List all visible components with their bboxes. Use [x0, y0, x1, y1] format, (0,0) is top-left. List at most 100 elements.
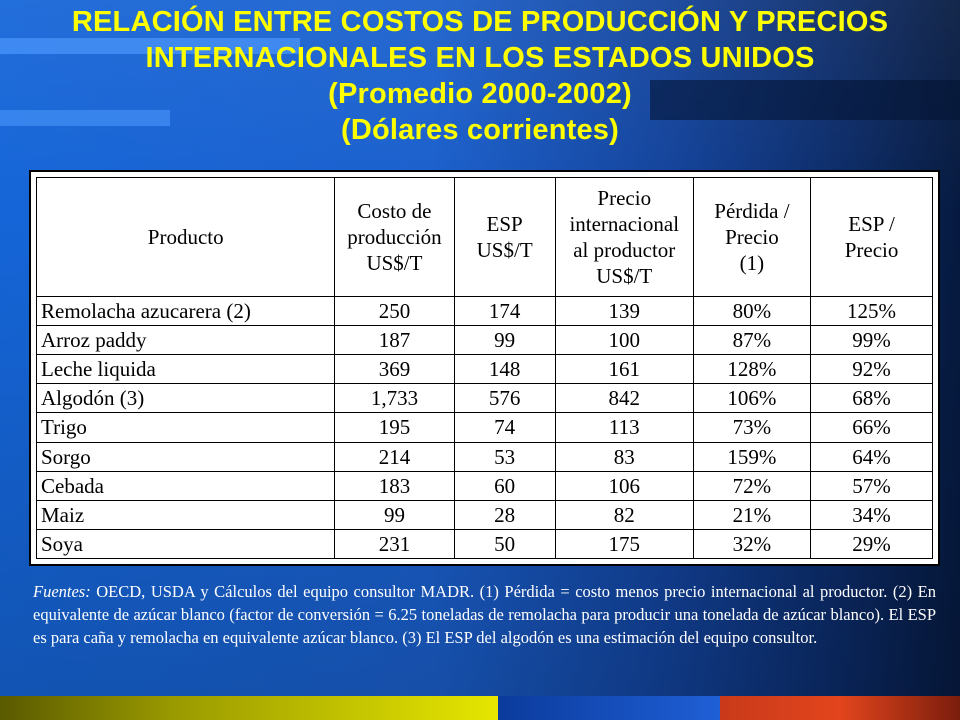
- value-cell: 174: [453, 295, 556, 327]
- table-row: Soya 231 50 175 32% 29%: [35, 528, 933, 560]
- column-header-line: Pérdida /: [714, 199, 790, 223]
- value-cell: 80%: [692, 295, 812, 327]
- value-cell: 100: [554, 325, 694, 356]
- product-cell: Remolacha azucarera (2): [35, 295, 336, 327]
- value-cell: 53: [453, 441, 556, 472]
- value-cell: 68%: [810, 383, 933, 414]
- bottom-bar-blue: [498, 696, 720, 720]
- table-header-row: Producto Costo de producción US$/T ESP US$/T P…: [35, 177, 933, 297]
- table-row: Algodón (3) 1,733 576 842 106% 68%: [35, 383, 933, 414]
- value-cell: 214: [334, 441, 455, 472]
- column-header-line: (1): [739, 251, 765, 275]
- value-cell: 92%: [810, 354, 933, 385]
- column-header-line: Precio: [725, 225, 779, 249]
- value-cell: 29%: [810, 528, 933, 560]
- data-table-container: Producto Costo de producción US$/T ESP US$/T P…: [29, 170, 940, 566]
- value-cell: 106%: [692, 383, 812, 414]
- value-cell: 28: [453, 499, 556, 530]
- value-cell: 64%: [810, 441, 933, 472]
- value-cell: 842: [554, 383, 694, 414]
- column-header-line: US$/T: [596, 264, 653, 288]
- footnote-text: OECD, USDA y Cálculos del equipo consult…: [33, 582, 936, 647]
- value-cell: 231: [334, 528, 455, 560]
- column-header: Pérdida / Precio (1): [692, 177, 812, 297]
- table-row: Trigo 195 74 113 73% 66%: [35, 412, 933, 443]
- value-cell: 34%: [810, 499, 933, 530]
- product-cell: Maiz: [35, 499, 336, 530]
- table-row: Arroz paddy 187 99 100 87% 99%: [35, 325, 933, 356]
- column-header: Producto: [35, 177, 336, 297]
- value-cell: 21%: [692, 499, 812, 530]
- value-cell: 113: [554, 412, 694, 443]
- column-header: ESP US$/T: [453, 177, 556, 297]
- value-cell: 183: [334, 470, 455, 501]
- product-cell: Sorgo: [35, 441, 336, 472]
- value-cell: 576: [453, 383, 556, 414]
- value-cell: 73%: [692, 412, 812, 443]
- value-cell: 50: [453, 528, 556, 560]
- footnote: Fuentes: OECD, USDA y Cálculos del equip…: [33, 580, 936, 649]
- column-header-line: Precio: [844, 238, 899, 262]
- column-header-line: ESP: [486, 212, 523, 236]
- value-cell: 106: [554, 470, 694, 501]
- table-body: Remolacha azucarera (2) 250 174 139 80% 125% A…: [35, 295, 933, 560]
- column-header-line: internacional: [569, 212, 680, 236]
- product-cell: Cebada: [35, 470, 336, 501]
- product-cell: Leche liquida: [35, 354, 336, 385]
- value-cell: 66%: [810, 412, 933, 443]
- bottom-bar-yellow: [0, 696, 498, 720]
- value-cell: 74: [453, 412, 556, 443]
- column-header: Precio internacional al productor US$/T: [554, 177, 694, 297]
- value-cell: 82: [554, 499, 694, 530]
- value-cell: 369: [334, 354, 455, 385]
- table-row: Remolacha azucarera (2) 250 174 139 80% 125%: [35, 295, 933, 327]
- data-table: Producto Costo de producción US$/T ESP US$/T P…: [35, 177, 933, 560]
- title-line-3: (Promedio 2000-2002): [328, 78, 632, 110]
- table-row: Leche liquida 369 148 161 128% 92%: [35, 354, 933, 385]
- column-header-line: Producto: [147, 225, 224, 249]
- decorative-stripe: [0, 110, 170, 126]
- value-cell: 1,733: [334, 383, 455, 414]
- column-header-line: US$/T: [476, 238, 533, 262]
- bottom-color-bar: [0, 696, 960, 720]
- table-row: Sorgo 214 53 83 159% 64%: [35, 441, 933, 472]
- title-line-2: INTERNACIONALES EN LOS ESTADOS UNIDOS: [145, 42, 815, 74]
- value-cell: 99: [334, 499, 455, 530]
- decorative-stripe: [0, 38, 300, 54]
- title-line-4: (Dólares corrientes): [341, 114, 619, 146]
- value-cell: 32%: [692, 528, 812, 560]
- value-cell: 159%: [692, 441, 812, 472]
- value-cell: 83: [554, 441, 694, 472]
- column-header-line: al productor: [573, 238, 676, 262]
- product-cell: Arroz paddy: [35, 325, 336, 356]
- value-cell: 139: [554, 295, 694, 327]
- value-cell: 125%: [810, 295, 933, 327]
- column-header: Costo de producción US$/T: [334, 177, 455, 297]
- footnote-lead: Fuentes:: [33, 582, 91, 601]
- value-cell: 99%: [810, 325, 933, 356]
- value-cell: 57%: [810, 470, 933, 501]
- value-cell: 187: [334, 325, 455, 356]
- value-cell: 128%: [692, 354, 812, 385]
- product-cell: Trigo: [35, 412, 336, 443]
- value-cell: 175: [554, 528, 694, 560]
- column-header-line: US$/T: [366, 251, 423, 275]
- column-header-line: ESP /: [848, 212, 895, 236]
- bottom-bar-red: [720, 696, 960, 720]
- value-cell: 99: [453, 325, 556, 356]
- column-header: ESP / Precio: [810, 177, 933, 297]
- table-row: Cebada 183 60 106 72% 57%: [35, 470, 933, 501]
- column-header-line: Precio: [597, 186, 652, 210]
- slide-title: RELACIÓN ENTRE COSTOS DE PRODUCCIÓN Y PR…: [0, 4, 960, 148]
- value-cell: 72%: [692, 470, 812, 501]
- column-header-line: producción: [347, 225, 442, 249]
- value-cell: 87%: [692, 325, 812, 356]
- value-cell: 250: [334, 295, 455, 327]
- decorative-band: [650, 80, 960, 120]
- value-cell: 60: [453, 470, 556, 501]
- value-cell: 148: [453, 354, 556, 385]
- title-line-1: RELACIÓN ENTRE COSTOS DE PRODUCCIÓN Y PR…: [71, 6, 889, 38]
- product-cell: Algodón (3): [35, 383, 336, 414]
- value-cell: 161: [554, 354, 694, 385]
- column-header-line: Costo de: [357, 199, 432, 223]
